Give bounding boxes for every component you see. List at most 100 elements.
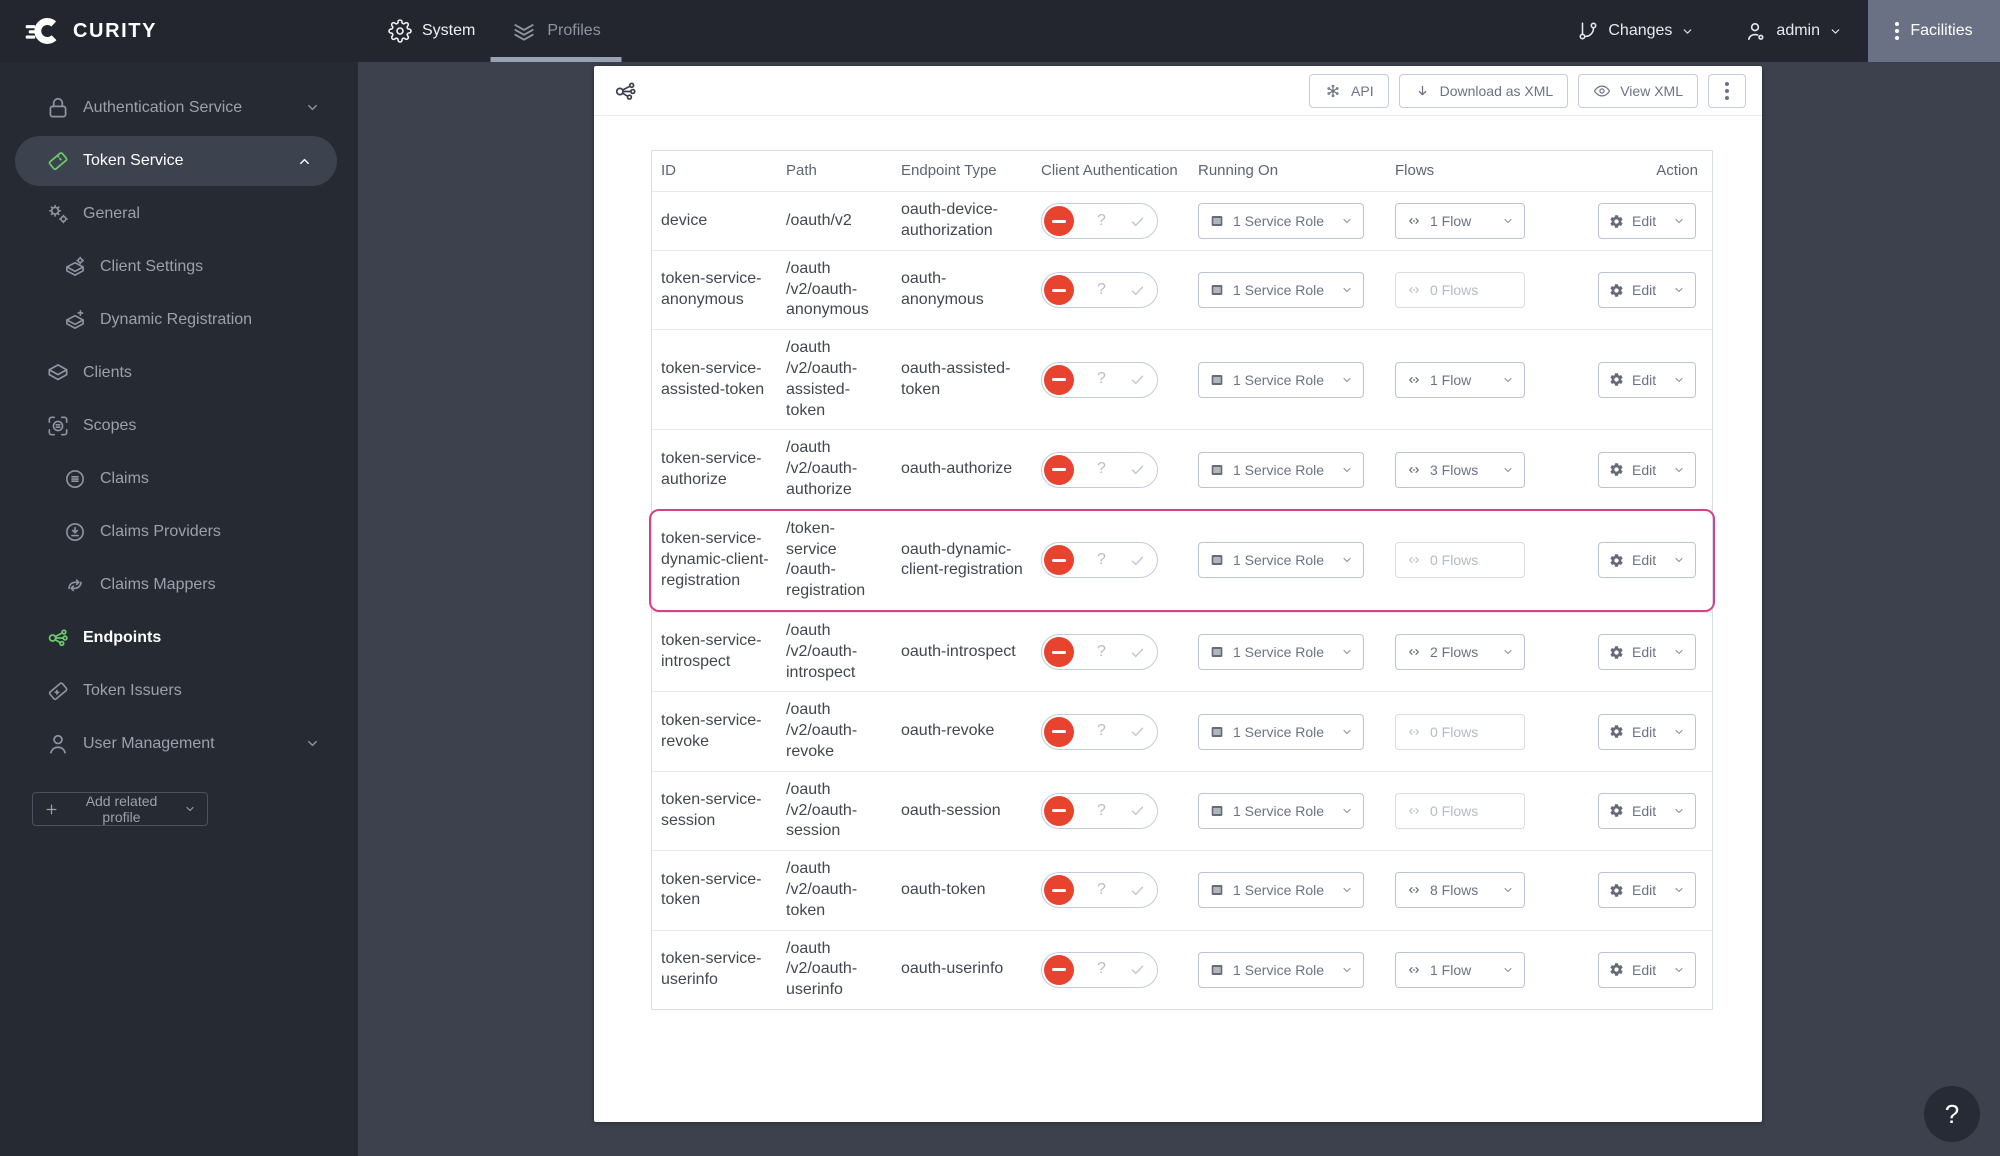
edit-dropdown[interactable]: Edit: [1598, 872, 1696, 909]
question-option[interactable]: ?: [1097, 960, 1106, 978]
flows-cell: 2 Flows: [1391, 626, 1541, 678]
endpoint-type: oauth-revoke: [901, 722, 995, 740]
question-option[interactable]: ?: [1097, 280, 1106, 298]
more-options-button[interactable]: [1708, 74, 1746, 108]
edit-dropdown[interactable]: Edit: [1598, 272, 1696, 309]
view-xml-button[interactable]: View XML: [1578, 74, 1698, 108]
question-option[interactable]: ?: [1097, 370, 1106, 388]
flows-dropdown[interactable]: 1 Flow: [1395, 361, 1525, 398]
sidebar-item-claims[interactable]: Claims: [0, 452, 358, 505]
changes-menu[interactable]: Changes: [1577, 20, 1694, 42]
sidebar-item-claims-providers[interactable]: Claims Providers: [0, 505, 358, 558]
client-authentication-toggle[interactable]: ?: [1041, 203, 1158, 240]
edit-dropdown[interactable]: Edit: [1598, 203, 1696, 240]
edit-dropdown[interactable]: Edit: [1598, 451, 1696, 488]
client-authentication-toggle[interactable]: ?: [1041, 634, 1158, 671]
flows-dropdown[interactable]: 0 Flows: [1395, 713, 1525, 750]
client-authentication-toggle[interactable]: ?: [1041, 951, 1158, 988]
sidebar-item-client-settings[interactable]: Client Settings: [0, 240, 358, 293]
tab-profiles[interactable]: Profiles: [511, 0, 601, 62]
service-role-dropdown[interactable]: 1 Service Role: [1198, 451, 1364, 488]
question-option[interactable]: ?: [1097, 551, 1106, 568]
sidebar-item-scopes[interactable]: Scopes: [0, 399, 358, 452]
service-role-dropdown[interactable]: 1 Service Role: [1198, 713, 1364, 750]
add-related-profile-button[interactable]: Add related profile: [32, 792, 208, 826]
endpoints-share-icon: [612, 78, 639, 105]
check-icon[interactable]: [1129, 882, 1146, 899]
sidebar-item-endpoints[interactable]: Endpoints: [0, 611, 358, 664]
sidebar-item-token-issuers[interactable]: Token Issuers: [0, 664, 358, 717]
question-option[interactable]: ?: [1097, 642, 1106, 660]
flows-dropdown[interactable]: 1 Flow: [1395, 203, 1525, 240]
edit-dropdown[interactable]: Edit: [1598, 951, 1696, 988]
check-icon[interactable]: [1129, 802, 1146, 819]
client-authentication-toggle[interactable]: ?: [1041, 872, 1158, 909]
tab-system[interactable]: System: [388, 0, 475, 62]
deny-selected-option[interactable]: [1044, 716, 1074, 747]
service-role-dropdown[interactable]: 1 Service Role: [1198, 203, 1364, 240]
edit-dropdown[interactable]: Edit: [1598, 634, 1696, 671]
deny-selected-option[interactable]: [1044, 364, 1074, 395]
download-xml-button[interactable]: Download as XML: [1398, 74, 1569, 108]
endpoint-path: /oauth /v2/oauth- authorize: [786, 439, 858, 499]
sidebar-item-user-management[interactable]: User Management: [0, 717, 358, 770]
question-option[interactable]: ?: [1097, 211, 1106, 229]
sidebar-item-authentication-service[interactable]: Authentication Service: [0, 81, 358, 134]
deny-selected-option[interactable]: [1044, 206, 1074, 237]
admin-menu[interactable]: admin: [1744, 20, 1842, 43]
sidebar-item-clients[interactable]: Clients: [0, 346, 358, 399]
check-icon[interactable]: [1129, 723, 1146, 740]
service-role-dropdown[interactable]: 1 Service Role: [1198, 542, 1364, 579]
flows-dropdown[interactable]: 3 Flows: [1395, 451, 1525, 488]
gear-icon: [1609, 803, 1624, 818]
edit-dropdown[interactable]: Edit: [1598, 542, 1696, 579]
client-authentication-toggle[interactable]: ?: [1041, 272, 1158, 309]
service-role-dropdown[interactable]: 1 Service Role: [1198, 951, 1364, 988]
deny-selected-option[interactable]: [1044, 545, 1074, 576]
client-authentication-toggle[interactable]: ?: [1041, 713, 1158, 750]
client-authentication-toggle[interactable]: ?: [1041, 361, 1158, 398]
sidebar-item-dynamic-registration[interactable]: Dynamic Registration: [0, 293, 358, 346]
edit-dropdown[interactable]: Edit: [1598, 713, 1696, 750]
service-role-dropdown[interactable]: 1 Service Role: [1198, 634, 1364, 671]
flows-dropdown[interactable]: 8 Flows: [1395, 872, 1525, 909]
flows-dropdown[interactable]: 0 Flows: [1395, 542, 1525, 579]
check-icon[interactable]: [1129, 644, 1146, 661]
service-role-dropdown[interactable]: 1 Service Role: [1198, 872, 1364, 909]
question-option[interactable]: ?: [1097, 722, 1106, 740]
question-option[interactable]: ?: [1097, 880, 1106, 898]
flows-dropdown[interactable]: 0 Flows: [1395, 792, 1525, 829]
check-icon[interactable]: [1129, 461, 1146, 478]
deny-selected-option[interactable]: [1044, 275, 1074, 306]
service-role-dropdown[interactable]: 1 Service Role: [1198, 272, 1364, 309]
flows-dropdown[interactable]: 0 Flows: [1395, 272, 1525, 309]
sidebar-item-token-service[interactable]: Token Service: [15, 136, 337, 186]
deny-selected-option[interactable]: [1044, 875, 1074, 906]
question-option[interactable]: ?: [1097, 801, 1106, 819]
facilities-button[interactable]: Facilities: [1868, 0, 2000, 62]
deny-selected-option[interactable]: [1044, 795, 1074, 826]
client-authentication-toggle[interactable]: ?: [1041, 542, 1158, 579]
question-option[interactable]: ?: [1097, 460, 1106, 478]
flows-dropdown[interactable]: 2 Flows: [1395, 634, 1525, 671]
check-icon[interactable]: [1129, 552, 1146, 569]
client-authentication-toggle[interactable]: ?: [1041, 792, 1158, 829]
flows-dropdown[interactable]: 1 Flow: [1395, 951, 1525, 988]
sidebar-item-claims-mappers[interactable]: Claims Mappers: [0, 558, 358, 611]
service-role-dropdown[interactable]: 1 Service Role: [1198, 361, 1364, 398]
client-authentication-toggle[interactable]: ?: [1041, 451, 1158, 488]
help-button[interactable]: ?: [1924, 1086, 1980, 1142]
api-button[interactable]: API: [1309, 74, 1389, 108]
check-icon[interactable]: [1129, 213, 1146, 230]
deny-selected-option[interactable]: [1044, 637, 1074, 668]
endpoint-path: /oauth /v2/oauth- anonymous: [786, 259, 869, 319]
deny-selected-option[interactable]: [1044, 454, 1074, 485]
check-icon[interactable]: [1129, 371, 1146, 388]
sidebar-item-general[interactable]: General: [0, 187, 358, 240]
deny-selected-option[interactable]: [1044, 954, 1074, 985]
edit-dropdown[interactable]: Edit: [1598, 792, 1696, 829]
edit-dropdown[interactable]: Edit: [1598, 361, 1696, 398]
check-icon[interactable]: [1129, 282, 1146, 299]
check-icon[interactable]: [1129, 961, 1146, 978]
service-role-dropdown[interactable]: 1 Service Role: [1198, 792, 1364, 829]
